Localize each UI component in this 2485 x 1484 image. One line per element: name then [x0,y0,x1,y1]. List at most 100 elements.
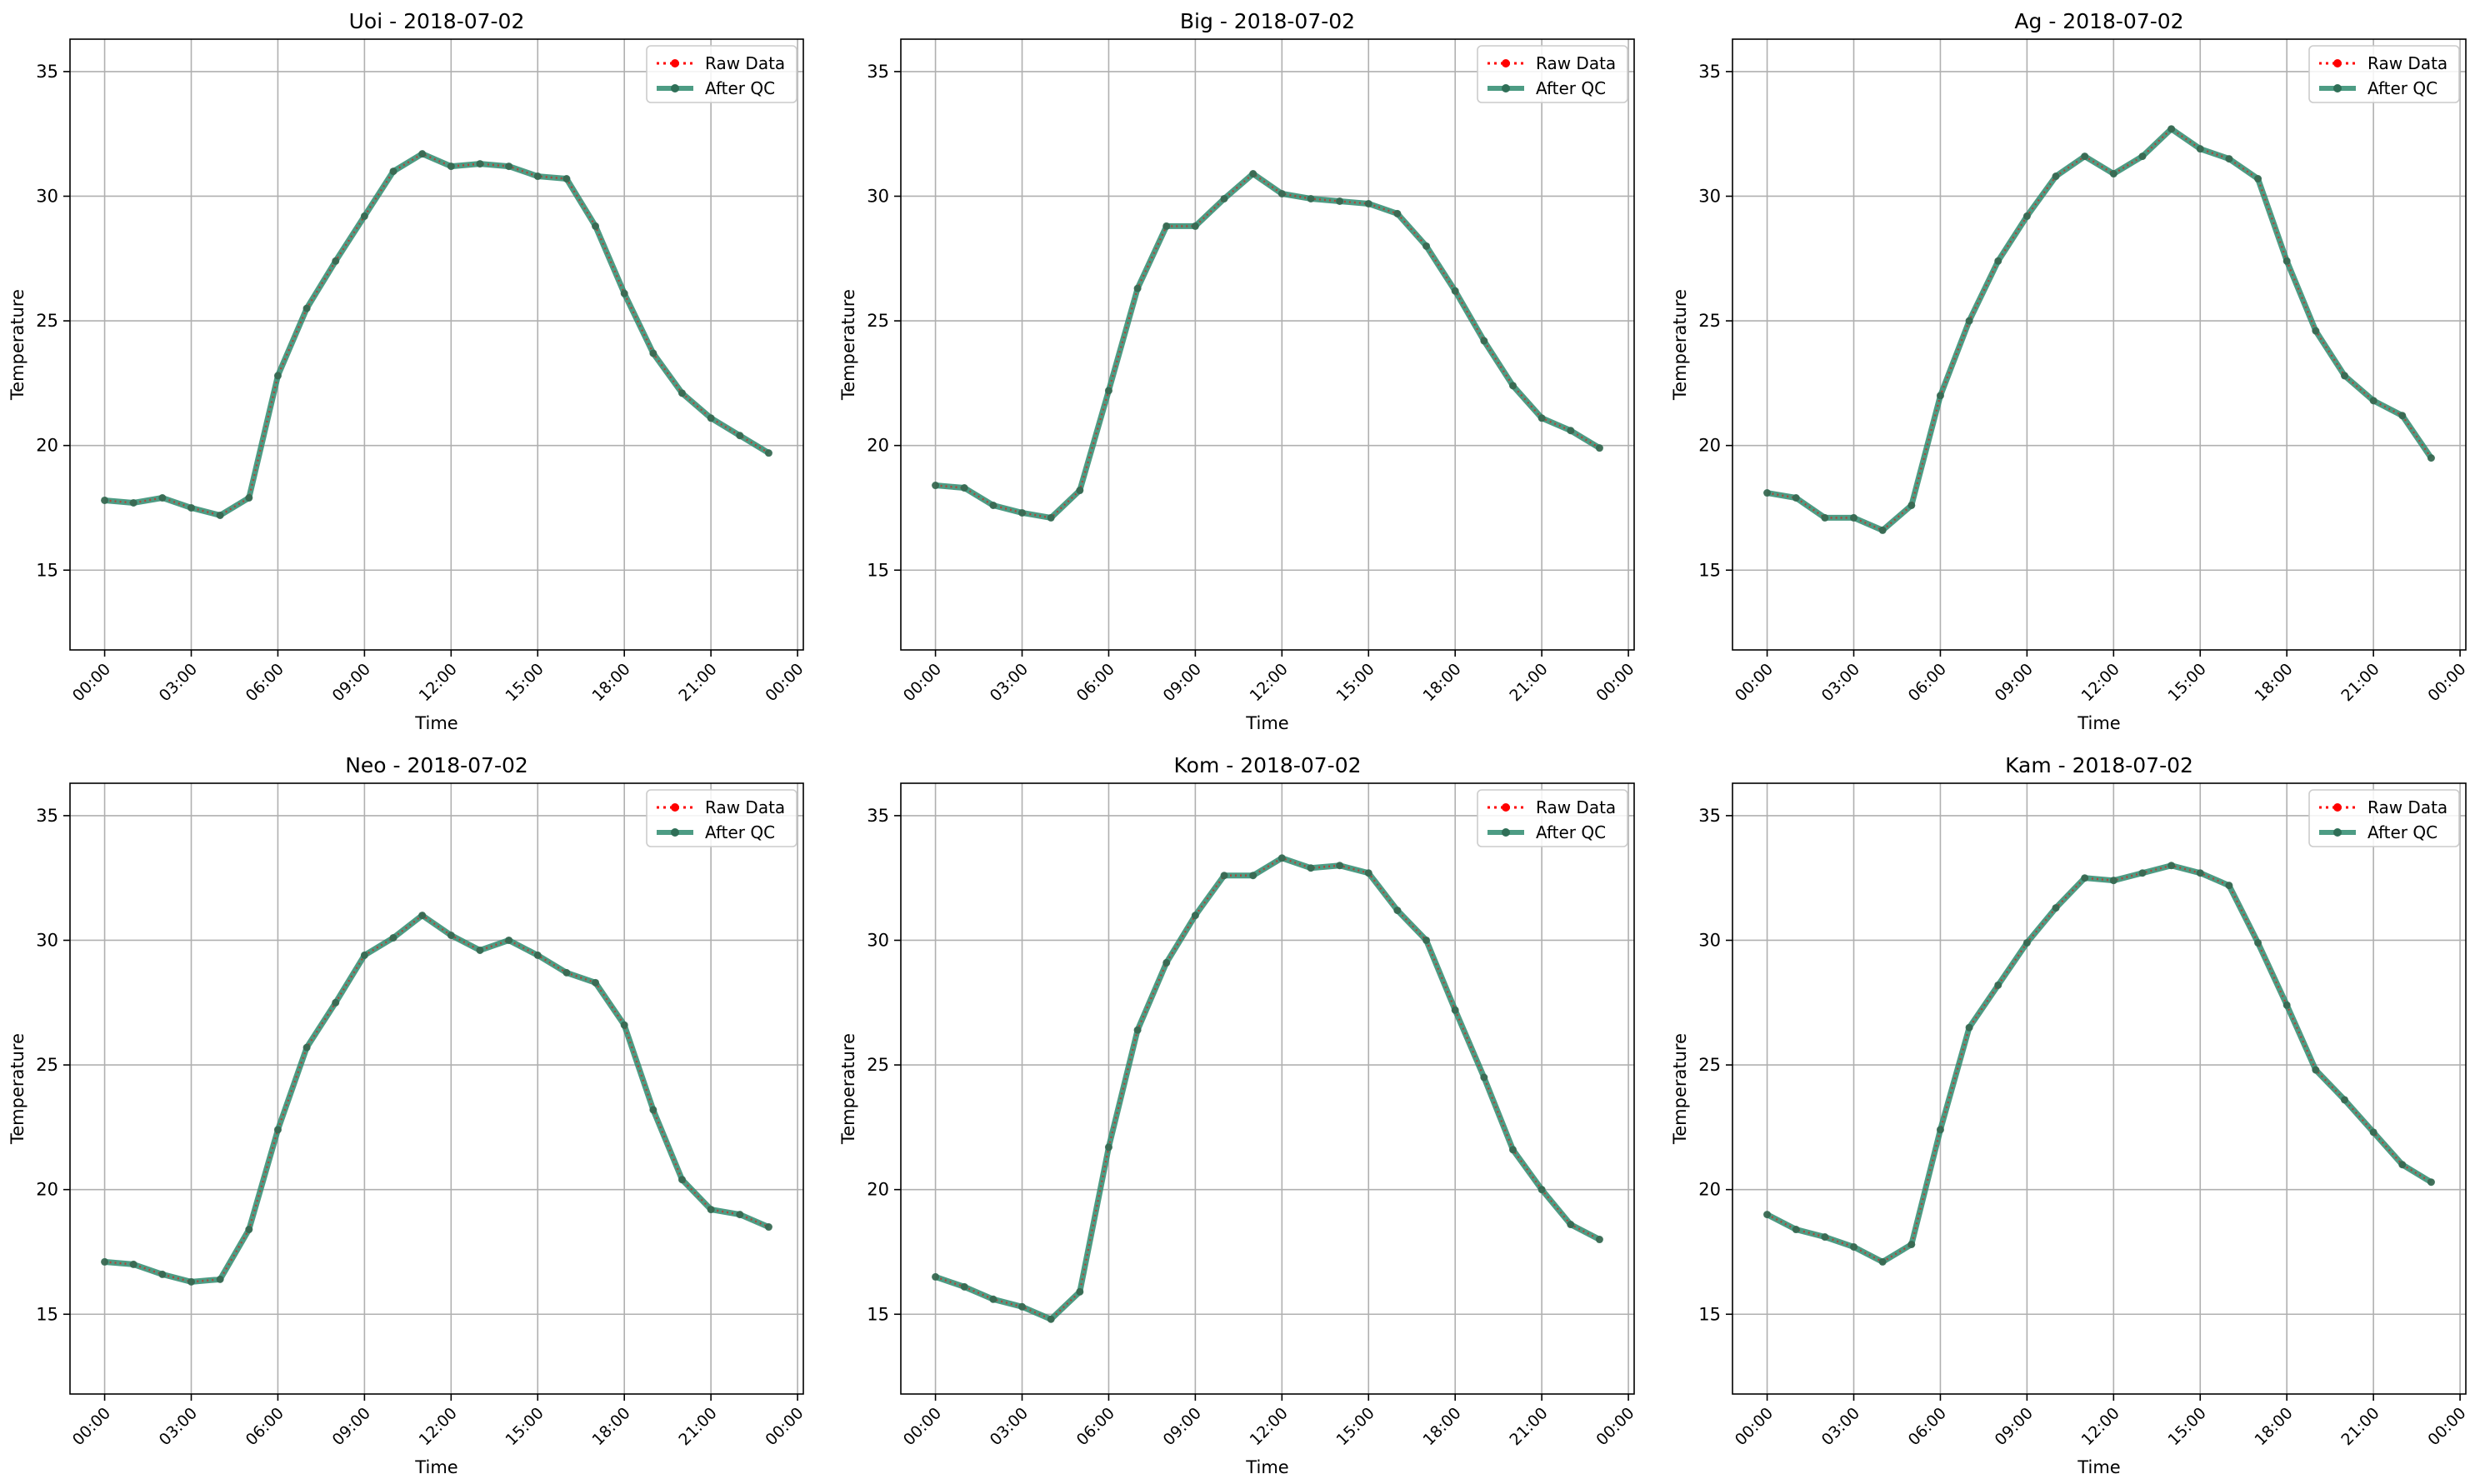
qc-data-point [1393,209,1402,217]
chart-panel-5: 00:00 03:00 06:00 09:00 12:00 15:00 18:00 21:00… [1670,753,2470,1477]
qc-data-point [1821,1233,1829,1242]
plot-area [901,783,1634,1394]
chart-title: Ag - 2018-07-02 [2014,9,2183,33]
x-axis-label: Time [1245,1457,1288,1477]
qc-data-point [1047,513,1055,522]
x-tick-label: 06:00 [1073,660,1118,705]
qc-data-point [360,951,368,959]
qc-data-point [2254,175,2262,183]
y-tick-label: 30 [36,930,58,950]
x-tick-label: 03:00 [987,1404,1032,1449]
legend-qc-marker [671,828,679,837]
qc-data-point [678,1176,686,1184]
qc-data-point [1508,1146,1517,1154]
qc-data-point [2369,397,2378,405]
qc-data-point [592,978,600,987]
y-tick-label: 35 [1698,806,1721,826]
plot-area [70,39,803,650]
x-tick-label: 09:00 [1160,1404,1205,1449]
qc-data-point [2081,874,2089,882]
y-tick-label: 15 [36,1304,58,1324]
qc-data-point [273,372,282,380]
y-tick-label: 20 [36,1180,58,1200]
y-tick-label: 35 [1698,62,1721,82]
qc-data-point [1076,487,1084,495]
x-tick-label: 06:00 [242,1404,288,1449]
series-line-after-qc [935,171,1602,521]
legend-qc-marker [1502,828,1510,837]
legend-raw-label: Raw Data [705,53,785,73]
x-tick-label: 09:00 [1160,660,1205,705]
qc-data-point [1451,287,1459,295]
qc-data-point [1336,197,1344,205]
qc-data-point [1792,493,1800,502]
x-tick-label: 06:00 [1905,660,1950,705]
legend-qc-label: After QC [2368,822,2438,842]
y-axis-label: Temperature [1670,1033,1690,1145]
qc-data-point [505,936,513,944]
qc-data-point [2282,1001,2291,1009]
y-tick-label: 25 [867,1055,889,1075]
qc-data-point [1047,1315,1055,1323]
plot-area [1732,783,2466,1394]
legend-qc-label: After QC [2368,78,2438,98]
axes-frame [1732,38,2467,651]
x-tick-label: 18:00 [1419,660,1464,705]
qc-data-point [736,1211,744,1219]
chart-title: Kom - 2018-07-02 [1174,753,1362,777]
qc-data-point [389,933,398,942]
qc-data-point [447,162,455,171]
y-tick-label: 35 [36,62,58,82]
x-tick-label: 06:00 [1905,1404,1950,1449]
qc-data-point [188,503,196,512]
x-tick-label: 00:00 [900,660,945,705]
y-tick-label: 20 [867,1180,889,1200]
qc-data-point [1393,907,1402,915]
series-line-after-qc [104,151,771,518]
x-tick-label: 03:00 [987,660,1032,705]
qc-data-point [1595,444,1603,452]
x-axis-label: Time [1245,713,1288,733]
x-tick-label: 09:00 [1992,1404,2037,1449]
qc-data-point [2196,145,2204,153]
x-tick-label: 09:00 [329,1404,374,1449]
plot-area [1732,39,2466,650]
qc-data-point [1508,382,1517,390]
x-tick-label: 00:00 [69,1404,114,1449]
qc-data-point [1936,1126,1944,1134]
chart-title: Uoi - 2018-07-02 [349,9,525,33]
series-line-after-qc [1765,862,2433,1265]
qc-data-point [1480,1073,1488,1082]
x-tick-label: 12:00 [2078,660,2123,705]
x-tick-label: 21:00 [2338,1404,2382,1449]
y-axis-label: Temperature [838,1033,858,1145]
qc-data-point [1763,1211,1772,1219]
chart-panel-4: 00:00 03:00 06:00 09:00 12:00 15:00 18:00 21:00… [838,753,1638,1477]
y-tick-label: 15 [867,1304,889,1324]
y-tick-label: 35 [36,806,58,826]
qc-data-point [533,172,542,181]
qc-data-point [1763,489,1772,497]
qc-data-point [2398,1161,2407,1169]
qc-data-point [1133,1026,1142,1034]
qc-data-point [447,932,455,940]
qc-data-point [1821,513,1829,522]
qc-data-point [649,349,658,357]
legend-raw-marker [671,59,679,67]
x-tick-label: 15:00 [1333,1404,1378,1449]
qc-data-point [2081,152,2089,161]
y-tick-label: 35 [867,806,889,826]
qc-data-point [2022,212,2031,220]
qc-data-point [1191,222,1199,230]
qc-data-point [418,912,427,920]
qc-data-point [418,150,427,158]
qc-data-point [1994,257,2002,265]
qc-data-point [1162,222,1171,230]
qc-data-point [932,482,940,490]
qc-data-point [1278,854,1286,862]
qc-data-point [562,175,571,183]
qc-data-point [1104,387,1112,395]
qc-data-point [592,222,600,230]
x-tick-label: 18:00 [1419,1404,1464,1449]
